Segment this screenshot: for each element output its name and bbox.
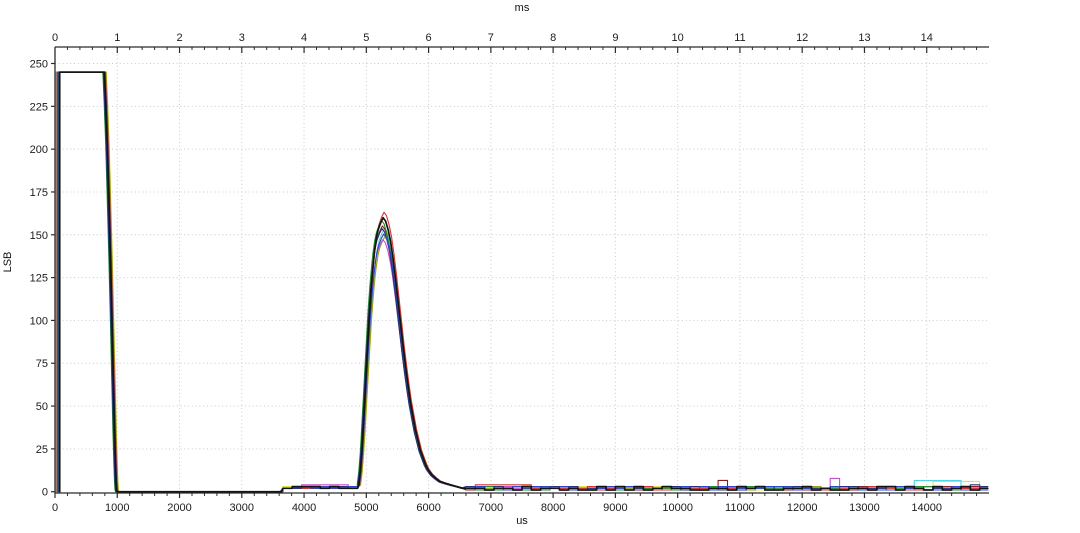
left-axis-tick-label: 200 <box>30 144 48 156</box>
bottom-axis-tick-label: 7000 <box>479 502 503 514</box>
bottom-axis-tick-label: 3000 <box>230 502 254 514</box>
top-axis-tick-label: 3 <box>239 32 245 44</box>
trace-blue <box>58 71 989 493</box>
left-axis-tick-label: 0 <box>42 487 48 499</box>
bottom-axis-tick-label: 1000 <box>105 502 129 514</box>
bottom-axis-tick-label: 2000 <box>167 502 191 514</box>
top-axis-tick-label: 12 <box>796 32 808 44</box>
left-axis-tick-label: 75 <box>36 358 48 370</box>
top-axis-tick-label: 9 <box>612 32 618 44</box>
bottom-axis-tick-label: 9000 <box>603 502 627 514</box>
top-axis-tick-label: 7 <box>488 32 494 44</box>
bottom-axis-tick-label: 5000 <box>354 502 378 514</box>
top-axis-tick-label: 6 <box>426 32 432 44</box>
trace-yellow <box>55 71 989 493</box>
left-axis-tick-label: 150 <box>30 230 48 242</box>
top-axis-tick-label: 8 <box>550 32 556 44</box>
trace-navy <box>58 71 989 493</box>
left-axis-tick-label: 100 <box>30 315 48 327</box>
top-axis-tick-label: 14 <box>921 32 933 44</box>
top-axis-tick-label: 1 <box>114 32 120 44</box>
trace-cyan <box>55 71 989 493</box>
bottom-axis-tick-label: 10000 <box>662 502 693 514</box>
trace-magenta <box>56 71 989 493</box>
bottom-axis-tick-label: 12000 <box>787 502 818 514</box>
bottom-axis-tick-label: 13000 <box>849 502 880 514</box>
bottom-axis-tick-label: 8000 <box>541 502 565 514</box>
top-axis-tick-label: 2 <box>176 32 182 44</box>
left-axis-tick-label: 50 <box>36 401 48 413</box>
left-axis-tick-label: 25 <box>36 444 48 456</box>
bottom-axis-tick-label: 4000 <box>292 502 316 514</box>
top-axis-tick-label: 0 <box>52 32 58 44</box>
trace-green <box>57 71 989 493</box>
trace-olive <box>56 71 989 493</box>
top-axis-tick-label: 13 <box>858 32 870 44</box>
bottom-axis-tick-label: 6000 <box>416 502 440 514</box>
top-axis-tick-label: 5 <box>363 32 369 44</box>
trace-red <box>57 71 989 493</box>
left-axis-tick-label: 250 <box>30 59 48 71</box>
bottom-axis-title-us: us <box>516 515 528 527</box>
bottom-axis-tick-label: 14000 <box>911 502 942 514</box>
left-axis-tick-label: 125 <box>30 273 48 285</box>
left-axis-tick-label: 225 <box>30 101 48 113</box>
left-axis-tick-label: 175 <box>30 187 48 199</box>
left-axis-title-lsb: LSB <box>2 251 14 273</box>
trace-black <box>58 71 989 493</box>
top-axis-tick-label: 10 <box>672 32 684 44</box>
bottom-axis-tick-label: 11000 <box>725 502 755 514</box>
bottom-axis-tick-label: 0 <box>52 502 58 514</box>
top-axis-tick-label: 11 <box>734 32 745 44</box>
top-axis-tick-label: 4 <box>301 32 307 44</box>
top-axis-title-ms: ms <box>514 2 530 14</box>
trace-darkred <box>56 71 989 493</box>
